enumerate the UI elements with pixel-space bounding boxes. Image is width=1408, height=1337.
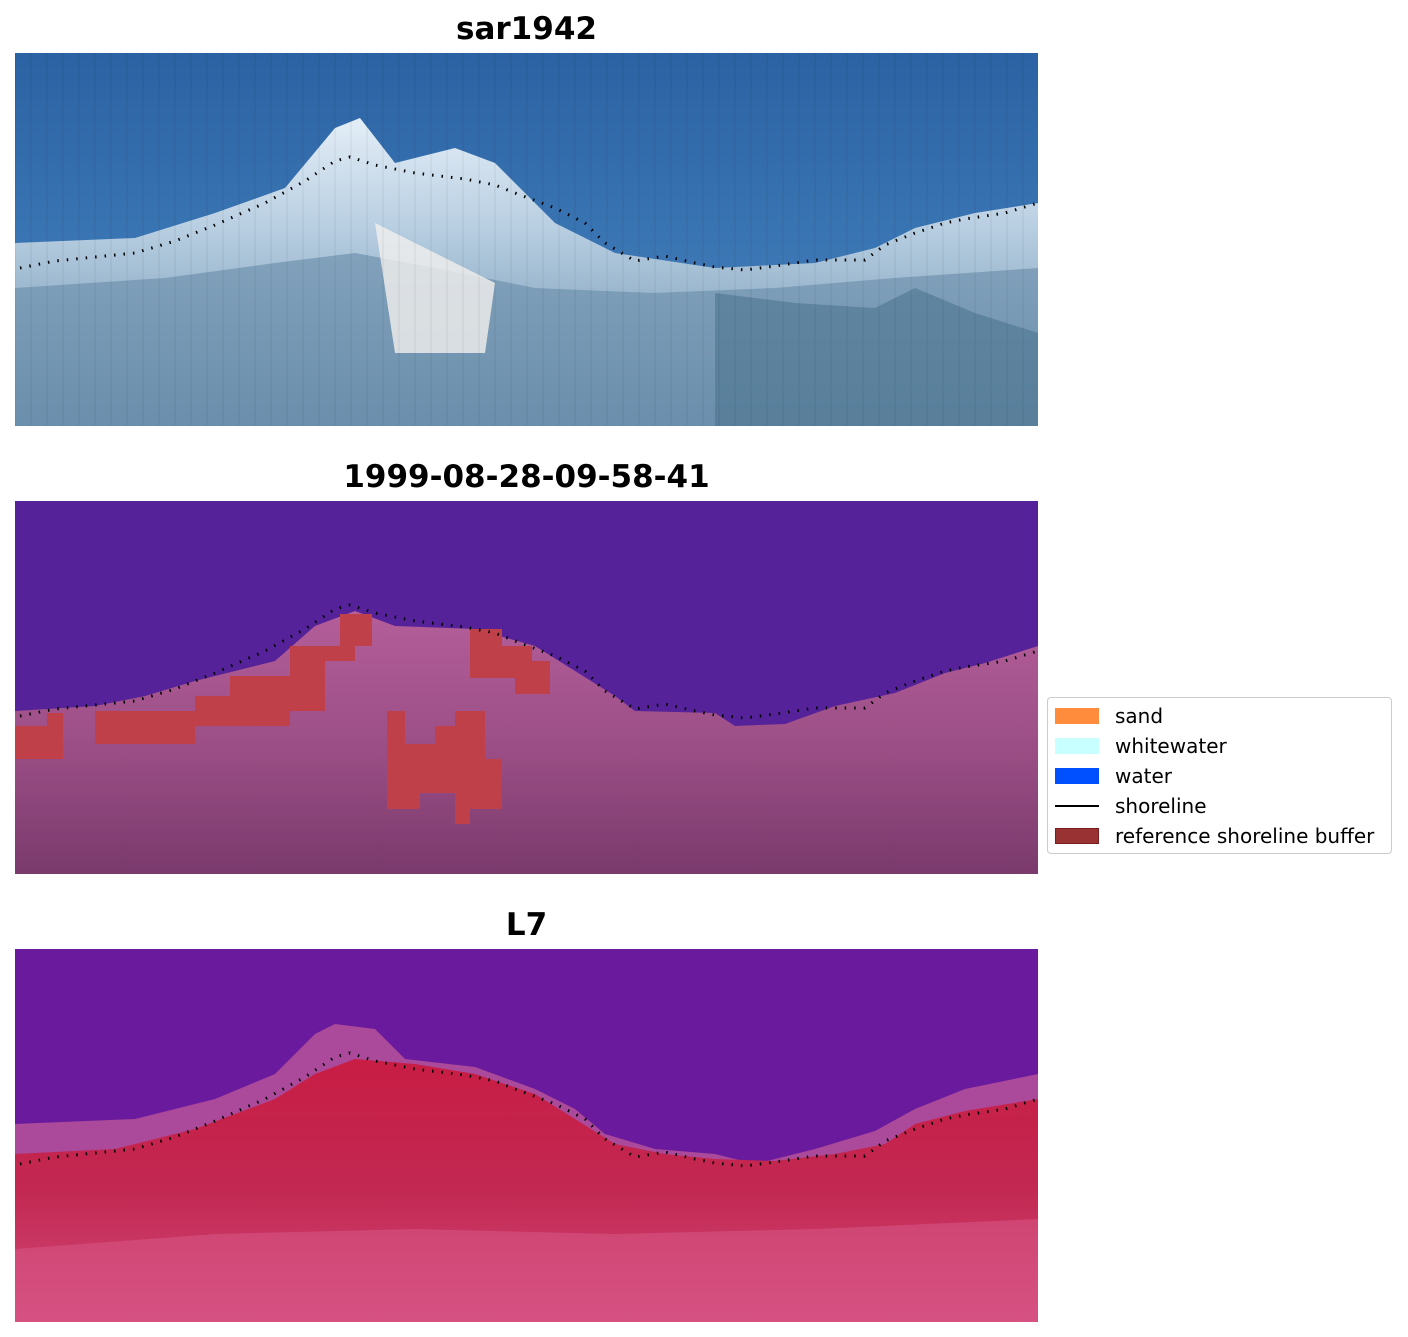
legend-swatch-whitewater <box>1055 738 1099 754</box>
legend-label: whitewater <box>1115 734 1227 758</box>
legend-swatch-sand <box>1055 708 1099 724</box>
panel-title-classified: 1999-08-28-09-58-41 <box>343 459 710 495</box>
legend: sand whitewater water shoreline referenc… <box>1047 697 1392 854</box>
rgb-satellite-panel <box>15 53 1038 426</box>
legend-swatch-water <box>1055 768 1099 784</box>
false-color-panel <box>15 949 1038 1322</box>
false-color-image <box>15 949 1038 1322</box>
shoreline-dots <box>19 1051 1038 1168</box>
legend-swatch-reference-buffer <box>1055 828 1099 844</box>
legend-label: sand <box>1115 704 1164 728</box>
classified-image <box>15 501 1038 874</box>
rgb-satellite-image <box>15 53 1038 426</box>
legend-label: reference shoreline buffer <box>1115 824 1375 848</box>
shoreline-dots <box>19 603 1038 720</box>
classified-panel <box>15 501 1038 874</box>
legend-line-shoreline <box>1055 805 1099 807</box>
buffer-patches <box>15 614 550 824</box>
pixel-grid <box>15 53 1024 426</box>
legend-label: shoreline <box>1115 794 1207 818</box>
panel-title-rgb: sar1942 <box>456 11 597 47</box>
panel-title-nir: L7 <box>505 907 548 943</box>
legend-label: water <box>1115 764 1172 788</box>
shoreline-dots <box>19 155 1038 272</box>
